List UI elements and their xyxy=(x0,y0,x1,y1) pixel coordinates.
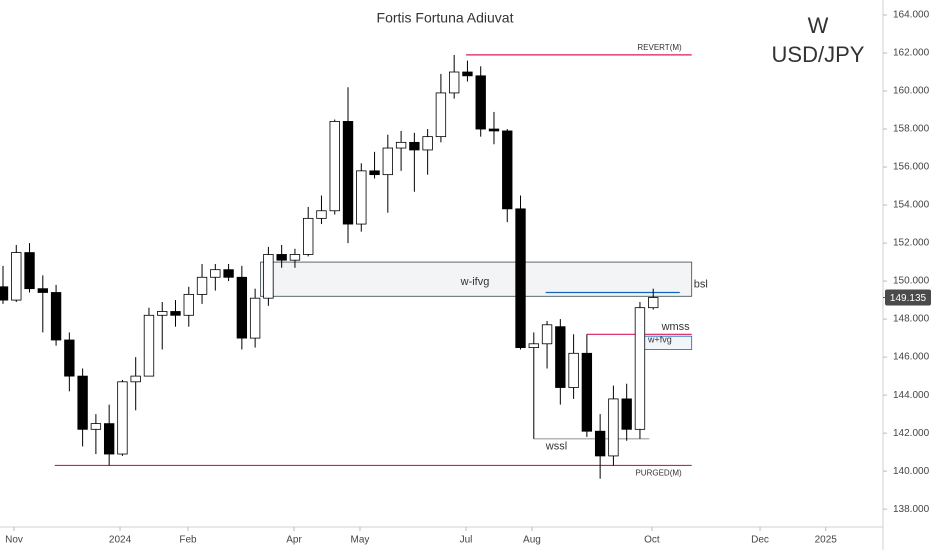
candle-body xyxy=(581,352,593,432)
candle-body xyxy=(555,326,566,388)
candle-body xyxy=(329,121,340,212)
candle-body xyxy=(395,141,407,149)
candle-body xyxy=(608,398,619,457)
x-tick-label: 2025 xyxy=(815,535,838,546)
y-tick-label: 150.000 xyxy=(893,276,930,287)
x-tick-label: Nov xyxy=(5,535,23,546)
x-tick-label: May xyxy=(351,535,370,546)
candle-body xyxy=(130,375,141,383)
x-tick-label: Jul xyxy=(460,535,473,546)
zone-label: w+fvg xyxy=(647,335,672,345)
symbol: USD/JPY xyxy=(772,42,865,67)
candle-body xyxy=(475,75,486,130)
candle-body xyxy=(276,254,287,261)
candle-body xyxy=(648,297,659,309)
timeframe: W xyxy=(808,13,829,38)
y-tick-label: 154.000 xyxy=(893,200,930,211)
candle-body xyxy=(303,217,314,255)
y-tick-label: 140.000 xyxy=(893,466,930,477)
y-tick-label: 148.000 xyxy=(893,314,930,325)
level-label: REVERT(M) xyxy=(637,43,682,52)
last-price-box xyxy=(885,289,931,306)
candle-body xyxy=(382,147,394,176)
candle-body xyxy=(236,276,248,339)
y-tick-label: 162.000 xyxy=(893,48,930,59)
level-label: wssl xyxy=(545,441,567,453)
candle-body xyxy=(435,92,447,138)
candle-body xyxy=(422,136,433,151)
candle-body xyxy=(502,130,513,210)
chart-title: Fortis Fortuna Adiuvat xyxy=(377,10,514,26)
candle-body xyxy=(143,314,155,377)
y-tick-label: 152.000 xyxy=(893,238,930,249)
candle-body xyxy=(409,141,420,151)
level-label: bsl xyxy=(694,278,708,290)
candle-body xyxy=(634,307,646,430)
candle-body xyxy=(541,324,553,345)
candle-body xyxy=(0,286,9,301)
candle-body xyxy=(77,375,88,430)
candle-body xyxy=(369,170,380,176)
x-tick-label: Aug xyxy=(523,535,541,546)
candle-body xyxy=(515,208,526,348)
x-tick-label: Dec xyxy=(751,535,769,546)
y-tick-label: 156.000 xyxy=(893,162,930,173)
candle-body xyxy=(488,128,500,132)
candle-body xyxy=(462,71,473,77)
candle-body xyxy=(568,352,579,388)
candle-body xyxy=(316,210,327,219)
candle-body xyxy=(103,423,115,455)
candle-body xyxy=(117,381,128,455)
y-tick-label: 164.000 xyxy=(893,10,930,21)
candle-body xyxy=(223,269,234,278)
x-tick-label: 2024 xyxy=(109,535,132,546)
y-tick-label: 144.000 xyxy=(893,390,930,401)
candle-body xyxy=(157,311,168,316)
y-tick-label: 138.000 xyxy=(893,504,930,515)
candle-body xyxy=(183,293,194,316)
candle-body xyxy=(50,292,62,341)
candle-body xyxy=(249,297,261,339)
zone-label: w-ifvg xyxy=(460,276,490,288)
y-tick-label: 158.000 xyxy=(893,124,930,135)
level-label: wmss xyxy=(661,321,691,333)
candle-body xyxy=(90,423,102,430)
candle-body xyxy=(528,343,539,348)
x-tick-label: Apr xyxy=(286,535,302,546)
level-label: PURGED(M) xyxy=(635,469,682,478)
candle-body xyxy=(342,121,354,225)
zone xyxy=(260,261,693,297)
candle-body xyxy=(64,339,75,377)
candle-body xyxy=(448,71,460,94)
candle-body xyxy=(594,430,606,457)
x-tick-label: Feb xyxy=(179,535,197,546)
candle-body xyxy=(37,288,48,293)
candle-body xyxy=(621,398,632,430)
candle-body xyxy=(24,252,35,290)
x-tick-label: Oct xyxy=(644,535,660,546)
candle-body xyxy=(263,254,274,299)
candle-body xyxy=(356,170,367,225)
y-tick-label: 146.000 xyxy=(893,352,930,363)
y-tick-label: 160.000 xyxy=(893,86,930,97)
candle-body xyxy=(210,269,221,278)
candle-body xyxy=(196,276,208,295)
y-tick-label: 142.000 xyxy=(893,428,930,439)
last-price-label: 149.135 xyxy=(890,293,927,304)
candle-body xyxy=(170,311,181,316)
candle-body xyxy=(289,254,301,261)
candle-body xyxy=(11,252,22,301)
